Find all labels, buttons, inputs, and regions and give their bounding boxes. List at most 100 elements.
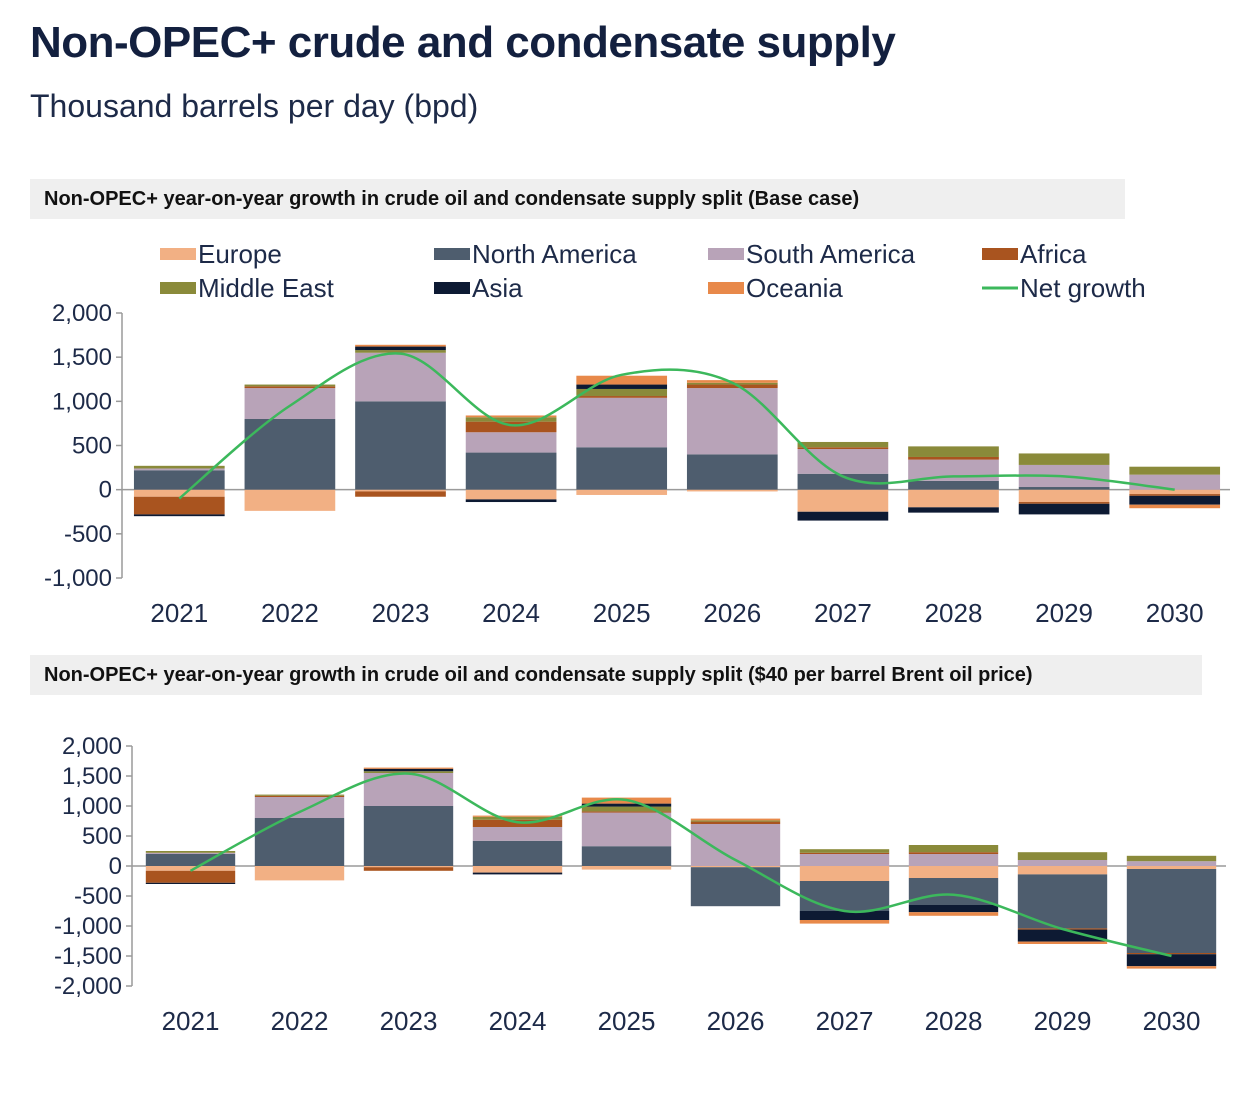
bar-north-america-2024	[465, 452, 557, 490]
x-tick-label-2029: 2029	[1034, 1006, 1092, 1036]
x-tick-label-2022: 2022	[271, 1006, 329, 1036]
bar-oceania-2024	[465, 415, 557, 418]
bar-middle-east-2021	[145, 851, 236, 853]
page-title: Non-OPEC+ crude and condensate supply	[30, 18, 896, 67]
bar-europe-2024	[472, 866, 563, 873]
legend-swatch-europe	[160, 248, 196, 260]
bar-north-america-2023	[363, 806, 454, 866]
bar-oceania-2023	[363, 767, 454, 769]
y-tick-label: -1,000	[54, 913, 122, 940]
bar-oceania-2023	[355, 344, 446, 347]
y-tick-label: 500	[72, 433, 112, 460]
bar-north-america-2029	[1017, 874, 1108, 929]
bar-asia-2024	[465, 499, 557, 503]
bar-africa-2025	[576, 396, 668, 398]
bar-north-america-2027	[797, 473, 889, 490]
bar-north-america-2021	[133, 470, 225, 490]
bar-middle-east-2028	[908, 845, 999, 853]
x-tick-label-2023: 2023	[372, 598, 430, 628]
bar-middle-east-2022	[244, 384, 336, 387]
bar-north-america-2026	[690, 867, 781, 907]
bar-asia-2024	[472, 872, 563, 875]
bar-europe-2028	[908, 489, 999, 508]
y-tick-label: 1,000	[62, 793, 122, 820]
x-tick-label-2027: 2027	[814, 598, 872, 628]
bar-asia-2029	[1017, 929, 1108, 942]
bar-south-america-2021	[145, 852, 236, 854]
bar-south-america-2022	[254, 797, 345, 818]
bar-oceania-2029	[1017, 941, 1108, 944]
bar-south-america-2028	[908, 854, 999, 866]
bar-africa-2021	[133, 496, 225, 515]
bar-north-america-2022	[244, 419, 336, 490]
bar-oceania-2030	[1126, 966, 1217, 969]
bar-europe-2029	[1017, 866, 1108, 875]
bar-europe-2021	[145, 866, 236, 871]
bar-europe-2026	[686, 489, 778, 492]
x-tick-label-2026: 2026	[707, 1006, 765, 1036]
bar-europe-2029	[1018, 489, 1110, 503]
legend-swatch-middle-east	[160, 282, 196, 294]
bar-oceania-2030	[1129, 504, 1221, 509]
bar-north-america-2022	[254, 818, 345, 866]
bar-africa-2024	[465, 421, 557, 433]
bar-middle-east-2025	[581, 806, 672, 812]
bar-north-america-2025	[581, 846, 672, 866]
bar-asia-2021	[145, 882, 236, 884]
legend-label-europe: Europe	[198, 239, 282, 269]
bar-south-america-2026	[686, 388, 778, 455]
y-tick-label: 2,000	[52, 300, 112, 327]
bar-middle-east-2027	[797, 441, 889, 448]
legend-label-asia: Asia	[472, 273, 523, 303]
bar-middle-east-2022	[254, 794, 345, 796]
bar-africa-2028	[908, 456, 999, 460]
bar-north-america-2030	[1126, 869, 1217, 953]
page-subtitle: Thousand barrels per day (bpd)	[30, 88, 479, 124]
bar-middle-east-2021	[133, 465, 225, 469]
x-tick-label-2026: 2026	[703, 598, 761, 628]
bar-oceania-2027	[799, 920, 890, 924]
bar-europe-2023	[355, 489, 446, 492]
bar-africa-2026	[690, 821, 781, 824]
legend-label-oceania: Oceania	[746, 273, 843, 303]
bar-asia-2025	[576, 384, 668, 389]
x-tick-label-2025: 2025	[593, 598, 651, 628]
y-tick-label: -1,000	[44, 565, 112, 592]
bar-north-america-2027	[799, 881, 890, 911]
y-tick-label: 0	[109, 853, 122, 880]
bar-africa-2023	[363, 867, 454, 871]
bar-middle-east-2028	[908, 446, 999, 457]
bar-oceania-2026	[690, 818, 781, 821]
bar-africa-2028	[908, 852, 999, 854]
bar-north-america-2021	[145, 854, 236, 866]
bar-africa-2030	[1126, 953, 1217, 955]
legend-swatch-north-america	[434, 248, 470, 260]
chart-2-title: Non-OPEC+ year-on-year growth in crude o…	[30, 655, 1202, 695]
bar-asia-2030	[1129, 495, 1221, 505]
y-tick-label: 0	[99, 477, 112, 504]
x-tick-label-2029: 2029	[1035, 598, 1093, 628]
bar-north-america-2029	[1018, 487, 1110, 490]
bar-oceania-2028	[908, 912, 999, 916]
y-tick-label: -1,500	[54, 943, 122, 970]
bar-south-america-2027	[799, 854, 890, 866]
bar-asia-2027	[797, 511, 889, 521]
bar-middle-east-2024	[472, 816, 563, 820]
bar-europe-2025	[576, 489, 668, 495]
x-tick-label-2030: 2030	[1146, 598, 1204, 628]
bar-middle-east-2024	[465, 417, 557, 422]
chart-1-title: Non-OPEC+ year-on-year growth in crude o…	[30, 179, 1125, 219]
bar-south-america-2029	[1017, 860, 1108, 866]
legend-label-south-america: South America	[746, 239, 916, 269]
bar-north-america-2025	[576, 447, 668, 490]
x-tick-label-2024: 2024	[489, 1006, 547, 1036]
x-tick-label-2023: 2023	[380, 1006, 438, 1036]
bar-south-america-2022	[244, 388, 336, 419]
bar-asia-2023	[355, 346, 446, 351]
bar-europe-2030	[1126, 866, 1217, 869]
chart-40-brent: 2,000 1,500 1,000 500 0 -500 -1,000 -1,500 -2,00…	[54, 733, 1226, 1036]
net-growth-line-1	[178, 352, 1175, 500]
bar-oceania-2025	[576, 375, 668, 385]
bar-europe-2028	[908, 866, 999, 878]
bar-middle-east-2030	[1126, 855, 1217, 862]
